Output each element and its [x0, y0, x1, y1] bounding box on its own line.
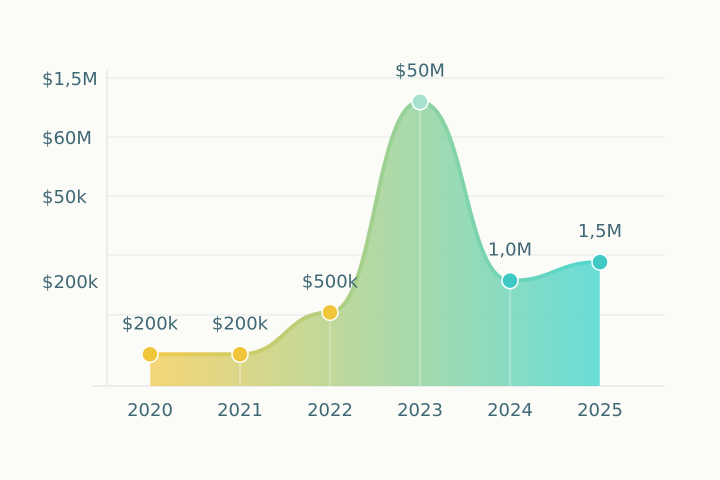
data-point	[591, 253, 609, 271]
data-label: $50M	[395, 61, 445, 82]
x-tick-label: 2020	[127, 400, 173, 421]
data-point	[231, 345, 249, 364]
x-tick-label: 2021	[217, 400, 263, 421]
x-tick-label: 2024	[487, 400, 533, 421]
area	[150, 101, 600, 386]
y-axis-label: $1,5M	[42, 69, 98, 90]
data-label: $200k	[212, 313, 269, 334]
data-point	[141, 345, 159, 364]
data-point	[501, 271, 519, 290]
x-tick-label: 2023	[397, 400, 443, 421]
data-label: 1,5M	[578, 221, 622, 242]
data-label: $500k	[302, 271, 359, 292]
data-label: $200k	[122, 313, 179, 334]
y-axis-label: $60M	[42, 128, 92, 149]
data-label: 1,0M	[488, 240, 532, 261]
data-point	[321, 303, 339, 322]
y-axis-label: $200k	[42, 272, 99, 293]
x-tick-label: 2022	[307, 400, 353, 421]
data-point	[411, 92, 429, 111]
x-tick-label: 2025	[577, 400, 623, 421]
y-axis-label: $50k	[42, 187, 87, 208]
